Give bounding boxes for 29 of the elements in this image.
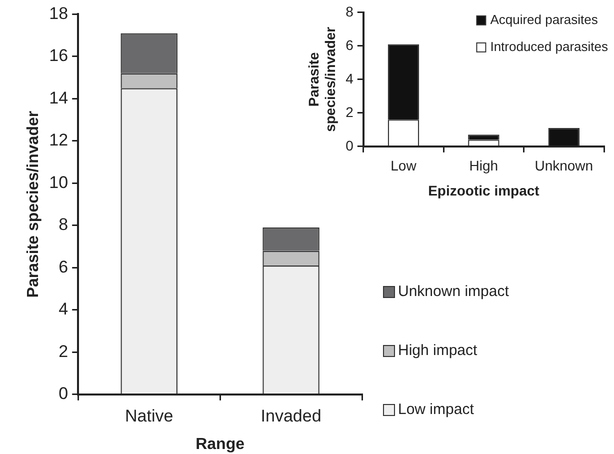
x-axis-title: Epizootic impact [428,182,540,198]
y-tick-label: 16 [49,46,68,66]
y-tick-label: 18 [49,4,68,23]
y-tick-label: 8 [58,215,68,234]
legend-label: Unknown impact [398,283,509,300]
y-tick-label: 0 [58,384,68,404]
x-tick-label: Native [124,406,174,426]
y-axis-title: Parasite species/invader [25,110,42,298]
y-tick-label: 12 [49,130,68,150]
y-tick-label: 4 [58,300,68,319]
y-tick-label: 6 [346,36,354,53]
x-tick-label: Low [390,158,418,174]
y-tick-label: 4 [346,70,354,86]
legend-label: Acquired parasites [490,12,598,27]
y-tick-label: 6 [58,257,68,276]
y-tick-label: 0 [346,137,354,154]
y-tick-label: 10 [49,172,68,192]
y-axis-title: Parasite species/invader [305,26,338,132]
y-tick-label: 2 [58,342,68,361]
y-tick-label: 14 [49,88,68,108]
legend-label: Introduced parasites [490,38,608,54]
legend-label: High impact [398,342,478,359]
y-tick-label: 8 [346,3,354,20]
x-tick-label: High [469,158,498,174]
x-tick-label: Unknown [534,158,594,174]
legend-label: Low impact [398,401,474,418]
x-tick-label: Invaded [260,406,322,426]
y-tick-label: 2 [346,104,354,120]
x-axis-title: Range [196,436,245,453]
